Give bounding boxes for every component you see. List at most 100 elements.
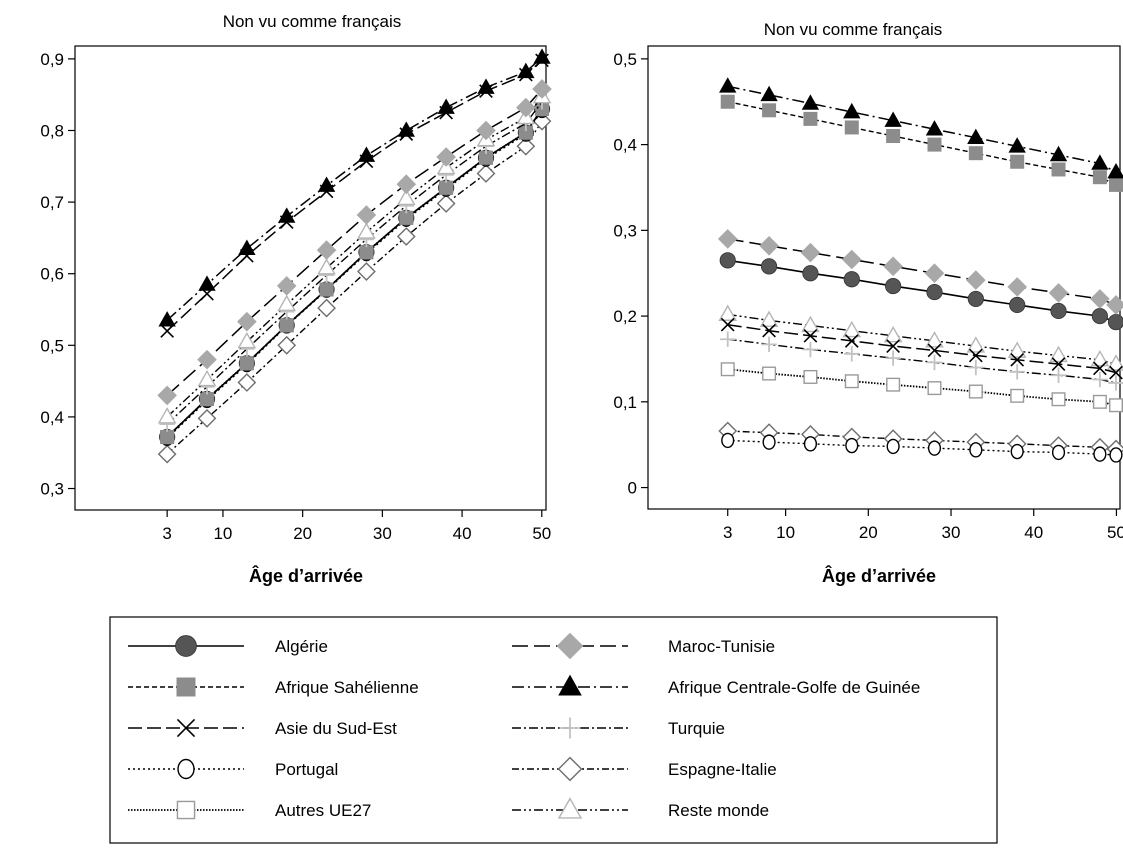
data-point xyxy=(476,164,496,183)
legend-marker xyxy=(176,718,196,738)
y-tick-label: 0,6 xyxy=(40,265,64,284)
data-point xyxy=(1049,145,1068,162)
data-point xyxy=(925,331,944,348)
data-point xyxy=(968,146,983,161)
y-tick-label: 0,8 xyxy=(40,121,64,140)
data-point xyxy=(1007,341,1027,358)
data-point xyxy=(762,434,776,450)
legend-label: Reste monde xyxy=(668,801,769,820)
data-point xyxy=(1010,443,1024,460)
y-tick-label: 0,7 xyxy=(40,193,64,212)
data-point xyxy=(317,176,336,192)
series-espagne-italie xyxy=(157,111,552,464)
chart-right: 0 0,1 0,2 0,3 0,4 0,5 3 10 20 30 40 50 xyxy=(613,45,1123,542)
plot-frame xyxy=(647,45,1121,510)
data-point xyxy=(279,318,294,333)
y-tick-label: 0,9 xyxy=(40,50,64,69)
series-line xyxy=(166,101,543,425)
series-afrique-sah-lienne xyxy=(160,102,549,444)
data-point xyxy=(760,258,778,275)
data-point xyxy=(802,265,819,282)
x-tick-label: 50 xyxy=(532,524,551,543)
legend-label: Asie du Sud-Est xyxy=(275,719,397,738)
data-point xyxy=(1109,447,1123,463)
y-tick-label: 0 xyxy=(628,479,637,498)
data-point xyxy=(844,120,859,135)
legend-marker xyxy=(176,800,196,820)
y-tick-label: 0,4 xyxy=(613,136,637,155)
legend-label: Maroc-Tunisie xyxy=(668,637,775,656)
y-tick-label: 0,3 xyxy=(613,221,637,240)
data-point xyxy=(803,436,818,452)
x-axis-label-right: Âge d’arrivée xyxy=(822,565,936,586)
data-point xyxy=(157,444,177,464)
legend-label: Autres UE27 xyxy=(275,801,371,820)
data-point xyxy=(317,258,336,275)
data-point xyxy=(926,354,943,371)
series-afrique-centrale-golfe-de-guin-e xyxy=(719,77,1123,179)
legend-item-alg-rie: Algérie xyxy=(128,635,328,657)
series-turquie xyxy=(720,331,1123,391)
legend-marker xyxy=(559,717,581,739)
data-point xyxy=(197,408,217,428)
legend-item-afrique-sah-lienne: Afrique Sahélienne xyxy=(128,677,419,697)
data-point xyxy=(927,381,942,396)
data-point xyxy=(1106,354,1123,371)
data-point xyxy=(886,438,900,455)
data-point xyxy=(516,97,536,118)
legend: Algérie Maroc-Tunisie Afrique Sahélienne Af… xyxy=(109,616,998,844)
data-point xyxy=(1007,277,1027,297)
x-tick-label: 20 xyxy=(859,523,878,542)
data-point xyxy=(841,249,862,270)
data-point xyxy=(1051,357,1066,371)
series-afrique-centrale-golfe-de-guin-e xyxy=(158,48,551,327)
data-point xyxy=(884,111,902,127)
data-point xyxy=(803,111,818,126)
series-alg-rie xyxy=(719,252,1123,331)
legend-marker xyxy=(177,758,195,780)
data-point xyxy=(1050,302,1067,320)
x-axis-label-left: Âge d’arrivée xyxy=(249,565,363,586)
data-point xyxy=(802,341,819,358)
data-point xyxy=(720,362,735,377)
x-tick-label: 10 xyxy=(213,524,232,543)
data-point xyxy=(801,315,820,333)
data-point xyxy=(1108,398,1123,413)
data-point xyxy=(1090,349,1110,367)
series-maroc-tunisie xyxy=(157,79,552,406)
data-point xyxy=(238,239,256,255)
data-point xyxy=(761,336,777,353)
data-point xyxy=(966,336,986,353)
data-point xyxy=(803,328,818,343)
data-point xyxy=(1093,446,1107,462)
data-point xyxy=(760,85,778,102)
data-point xyxy=(800,242,821,263)
data-point xyxy=(237,331,257,349)
data-point xyxy=(276,276,297,296)
series-autres-ue- xyxy=(720,362,1123,413)
y-tick-label: 0,4 xyxy=(40,408,64,427)
data-point xyxy=(759,310,779,327)
series-line xyxy=(727,313,1117,365)
data-point xyxy=(968,348,983,363)
data-point xyxy=(1090,289,1110,309)
data-point xyxy=(924,263,945,284)
legend-label: Afrique Sahélienne xyxy=(275,678,419,697)
legend-label: Afrique Centrale-Golfe de Guinée xyxy=(668,678,920,697)
data-point xyxy=(1091,154,1109,170)
legend-marker xyxy=(558,674,582,696)
data-point xyxy=(762,366,777,381)
data-point xyxy=(927,440,942,456)
series-asie-du-sud-est xyxy=(720,317,1123,380)
data-point xyxy=(844,346,860,362)
x-tick-label: 30 xyxy=(942,523,961,542)
series-asie-du-sud-est xyxy=(160,53,549,338)
data-point xyxy=(719,252,736,269)
y-tick-label: 0,3 xyxy=(40,480,64,499)
data-point xyxy=(883,325,903,343)
data-point xyxy=(277,335,297,355)
y-tick-label: 0,1 xyxy=(613,393,637,412)
legend-marker xyxy=(175,635,197,657)
data-point xyxy=(1107,162,1123,179)
